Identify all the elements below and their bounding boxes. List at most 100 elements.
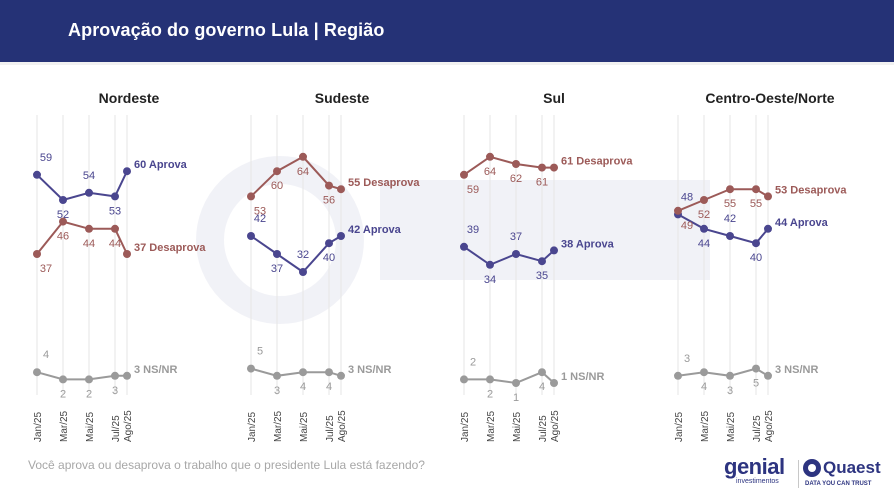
data-label-nsnr: 3 — [727, 385, 733, 397]
genial-logo-sub: investimentos — [736, 478, 779, 485]
x-tick-label: Jul/25 — [538, 415, 549, 442]
data-label-desaprova: 60 — [271, 180, 283, 192]
x-tick-label: Jul/25 — [752, 415, 763, 442]
data-point-desaprova — [59, 217, 67, 226]
quaest-logo-word: Quaest — [823, 458, 881, 477]
data-label-aprova: 42 — [724, 213, 736, 225]
data-point-aprova — [538, 257, 546, 266]
x-tick-label: Ago/25 — [764, 410, 775, 442]
data-point-desaprova — [325, 181, 333, 190]
data-point-aprova — [337, 232, 345, 240]
data-point-aprova — [550, 246, 558, 255]
data-point-nsnr — [726, 371, 734, 380]
survey-question: Você aprova ou desaprova o trabalho que … — [28, 458, 425, 472]
data-point-desaprova — [550, 163, 558, 172]
x-tick-label: Mar/25 — [700, 410, 711, 442]
data-point-nsnr — [247, 364, 255, 373]
data-point-nsnr — [85, 375, 93, 384]
data-label-aprova: 37 — [271, 263, 283, 275]
data-label-nsnr: 3 — [274, 385, 280, 397]
x-tick-label: Ago/25 — [550, 410, 561, 442]
data-label-desaprova: 44 — [83, 238, 95, 250]
data-point-desaprova — [337, 185, 345, 194]
x-tick-label: Jul/25 — [325, 415, 336, 442]
data-label-nsnr: 4 — [701, 381, 707, 393]
chart-title: Centro-Oeste/Norte — [705, 90, 834, 106]
x-tick-label: Mai/25 — [726, 412, 737, 442]
chart-panel-2: Sul Jan/25 Mar/25 Mai/25 Jul/25 Ago/25 39 34 37 3… — [460, 90, 633, 442]
data-point-nsnr — [123, 371, 131, 380]
data-point-desaprova — [85, 224, 93, 233]
end-label-desaprova: 37 Desaprova — [134, 242, 206, 254]
data-label-aprova: 32 — [297, 249, 309, 261]
data-point-desaprova — [486, 152, 494, 161]
data-point-desaprova — [460, 170, 468, 179]
data-point-nsnr — [33, 368, 41, 377]
data-point-desaprova — [674, 206, 682, 215]
data-label-aprova: 34 — [484, 274, 496, 286]
end-label-nsnr: 3 NS/NR — [134, 364, 177, 376]
data-point-desaprova — [247, 192, 255, 201]
data-point-nsnr — [752, 364, 760, 373]
data-label-desaprova: 64 — [484, 166, 496, 178]
data-label-nsnr: 5 — [257, 346, 263, 358]
data-point-nsnr — [512, 379, 520, 387]
data-point-desaprova — [123, 250, 131, 258]
end-label-desaprova: 53 Desaprova — [775, 184, 847, 196]
data-point-aprova — [123, 167, 131, 176]
data-point-desaprova — [299, 152, 307, 161]
end-label-aprova: 60 Aprova — [134, 159, 188, 171]
data-label-aprova: 53 — [109, 205, 121, 217]
x-tick-label: Jan/25 — [33, 412, 44, 442]
data-label-desaprova: 61 — [536, 177, 548, 189]
data-label-aprova: 35 — [536, 270, 548, 282]
data-point-aprova — [700, 224, 708, 233]
data-label-aprova: 48 — [681, 191, 693, 203]
x-tick-label: Mai/25 — [299, 412, 310, 442]
data-point-aprova — [111, 192, 119, 201]
data-point-aprova — [460, 242, 468, 251]
genial-logo: genial investimentos — [724, 456, 796, 490]
data-point-desaprova — [111, 224, 119, 233]
data-point-nsnr — [674, 371, 682, 380]
x-tick-label: Mar/25 — [273, 410, 284, 442]
data-label-desaprova: 37 — [40, 263, 52, 275]
data-label-nsnr: 3 — [684, 353, 690, 365]
x-tick-label: Mai/25 — [85, 412, 96, 442]
data-label-nsnr: 3 — [112, 385, 118, 397]
data-label-desaprova: 55 — [724, 198, 736, 210]
data-point-desaprova — [33, 250, 41, 258]
data-point-aprova — [273, 250, 281, 258]
quaest-logo: Quaest DATA YOU CAN TRUST — [803, 457, 881, 491]
x-tick-label: Jul/25 — [111, 415, 122, 442]
data-point-desaprova — [273, 167, 281, 176]
data-point-aprova — [512, 250, 520, 258]
data-point-desaprova — [512, 160, 520, 168]
data-label-desaprova: 52 — [698, 209, 710, 221]
x-tick-label: Ago/25 — [337, 410, 348, 442]
end-label-desaprova: 55 Desaprova — [348, 177, 420, 189]
quaest-logo-tagline: DATA YOU CAN TRUST — [805, 481, 872, 487]
chart-panel-3: Centro-Oeste/Norte Jan/25 Mar/25 Mai/25 Jul/… — [674, 90, 847, 442]
data-point-nsnr — [538, 368, 546, 377]
data-point-desaprova — [726, 185, 734, 194]
data-label-nsnr: 2 — [470, 356, 476, 368]
data-point-nsnr — [486, 375, 494, 384]
end-label-desaprova: 61 Desaprova — [561, 156, 633, 168]
data-label-nsnr: 2 — [86, 388, 92, 400]
data-label-aprova: 37 — [510, 231, 522, 243]
data-point-nsnr — [700, 368, 708, 377]
data-label-desaprova: 62 — [510, 173, 522, 185]
data-point-desaprova — [700, 196, 708, 204]
page-title: Aprovação do governo Lula | Região — [68, 20, 385, 40]
data-label-aprova: 40 — [323, 252, 335, 264]
data-label-aprova: 40 — [750, 252, 762, 264]
x-tick-label: Jan/25 — [247, 412, 258, 442]
data-label-aprova: 54 — [83, 170, 95, 182]
chart-panel-1: Sudeste Jan/25 Mar/25 Mai/25 Jul/25 Ago/25 42 3… — [247, 90, 420, 442]
end-label-nsnr: 1 NS/NR — [561, 371, 604, 383]
data-point-nsnr — [273, 371, 281, 380]
x-tick-label: Jan/25 — [674, 412, 685, 442]
end-label-nsnr: 3 NS/NR — [348, 364, 391, 376]
watermark-logo — [196, 156, 710, 324]
